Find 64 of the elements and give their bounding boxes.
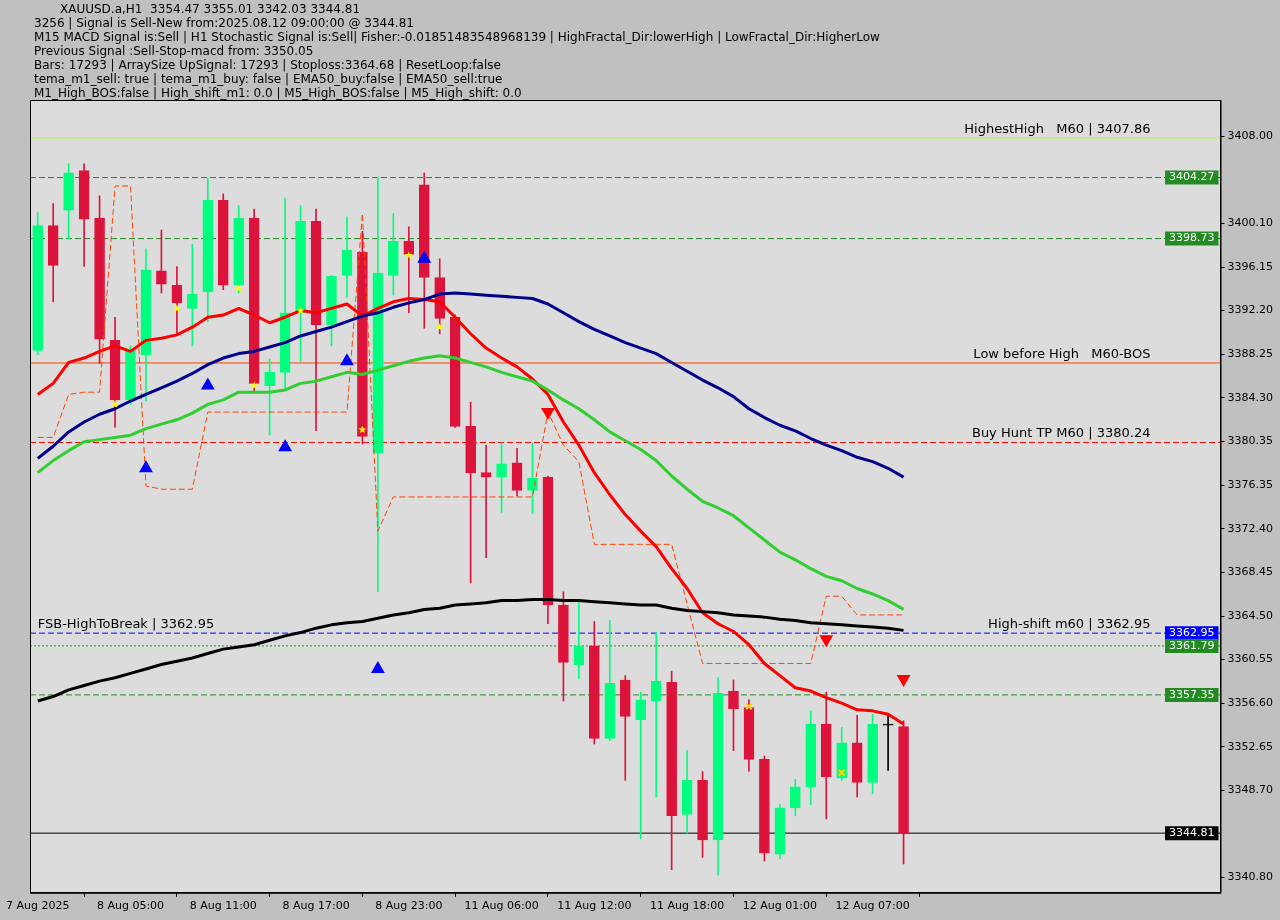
y-tick-label: 3360.55: [1227, 652, 1274, 666]
x-tick-label: 11 Aug 12:00: [557, 899, 632, 913]
annotation: FSB-HighToBreak | 3362.95: [37, 616, 215, 631]
text: Bars: 17293 | ArraySize UpSignal: 17293 | Stoploss:3364.68 | ResetLoop:false: [34, 58, 501, 73]
point: [435, 323, 444, 331]
y-tick-label: 3340.80: [1227, 870, 1274, 884]
annotation: 3344.81: [1169, 826, 1215, 840]
x-tick-label: 8 Aug 05:00: [96, 899, 165, 913]
annotation: 3404.27: [1169, 170, 1215, 184]
point: [820, 635, 833, 647]
y-tick-label: 3364.50: [1227, 608, 1274, 622]
point: [358, 425, 367, 433]
annotation: 3361.79: [1169, 638, 1215, 652]
chart-title: XAUUSD.a,H1 3354.47 3355.01 3342.03 3344.81: [60, 2, 361, 17]
ref-line-label: HighestHigh M60 | 3407.86: [964, 120, 1151, 136]
point: [418, 251, 431, 263]
y-tick-label: 3380.35: [1227, 434, 1274, 448]
y-tick-label: 3372.40: [1227, 521, 1274, 535]
x-tick-label: 11 Aug 18:00: [650, 899, 725, 913]
candlestick: [635, 691, 647, 840]
y-tick-label: 3384.30: [1227, 390, 1274, 404]
ref-line-label: Buy Hunt TP M60 | 3380.24: [971, 425, 1151, 441]
ref-line-label: High-shift m60 | 3362.95: [988, 616, 1151, 631]
point: [250, 381, 258, 389]
y-tick-label: 3408.00: [1227, 129, 1274, 143]
y-tick-label: 3376.35: [1227, 478, 1274, 492]
x-tick-label: 7 Aug 2025: [6, 899, 70, 913]
y-tick-label: 3352.65: [1227, 739, 1274, 753]
x-tick-label: 8 Aug 23:00: [375, 899, 443, 913]
point: [173, 304, 181, 312]
y-tick-label: 3400.10: [1227, 216, 1274, 230]
y-tick-label: 3392.20: [1227, 303, 1274, 317]
point: [201, 378, 214, 390]
annotation: 3357.35: [1169, 687, 1215, 701]
y-tick-label: 3368.45: [1227, 565, 1274, 579]
text: 3256 | Signal is Sell-New from:2025.08.12 09:00:00 @ 3344.81: [34, 16, 414, 31]
point: [405, 251, 413, 259]
annotation: 3362.95: [1169, 625, 1215, 639]
annotation: M1_High_BOS:false | High_shift_m1: 0.0 | M5_High_BOS:false | M5_High_shift: 0.0: [34, 86, 522, 101]
point: [340, 354, 354, 366]
y-tick-label: 3388.25: [1227, 347, 1274, 361]
x-tick-label: 8 Aug 17:00: [282, 899, 350, 913]
y-tick-label: 3348.70: [1227, 783, 1274, 797]
y-tick-label: 3356.60: [1227, 696, 1274, 709]
point: [371, 661, 385, 673]
y-tick-label: 3396.15: [1227, 259, 1274, 273]
x-tick-label: 12 Aug 01:00: [742, 899, 817, 913]
x-tick-label: 12 Aug 07:00: [835, 899, 910, 913]
candlestick: [882, 713, 894, 771]
candlestick: [650, 632, 662, 798]
point: [278, 440, 292, 452]
ref-line-label: Low before High M60-BOS: [973, 345, 1151, 361]
point: [139, 461, 153, 473]
text: M15 MACD Signal is:Sell | H1 Stochastic Signal is:Sell| Fisher:-0.01851483548968139 | HighFractal_Dir:lowerHigh | LowFractal_Dir:HigherLow: [34, 30, 880, 45]
point: [837, 768, 846, 777]
x-tick-label: 11 Aug 06:00: [464, 899, 539, 913]
point: [111, 400, 119, 408]
annotation: 3398.73: [1169, 231, 1215, 245]
x-tick-label: 8 Aug 11:00: [189, 899, 257, 913]
text: Previous Signal :Sell-Stop-macd from: 3350.05: [34, 44, 314, 59]
text: tema_m1_sell: true | tema_m1_buy: false | EMA50_buy:false | EMA50_sell:true: [34, 72, 503, 87]
point: [234, 284, 243, 292]
point: [897, 674, 910, 686]
point: [296, 306, 305, 314]
